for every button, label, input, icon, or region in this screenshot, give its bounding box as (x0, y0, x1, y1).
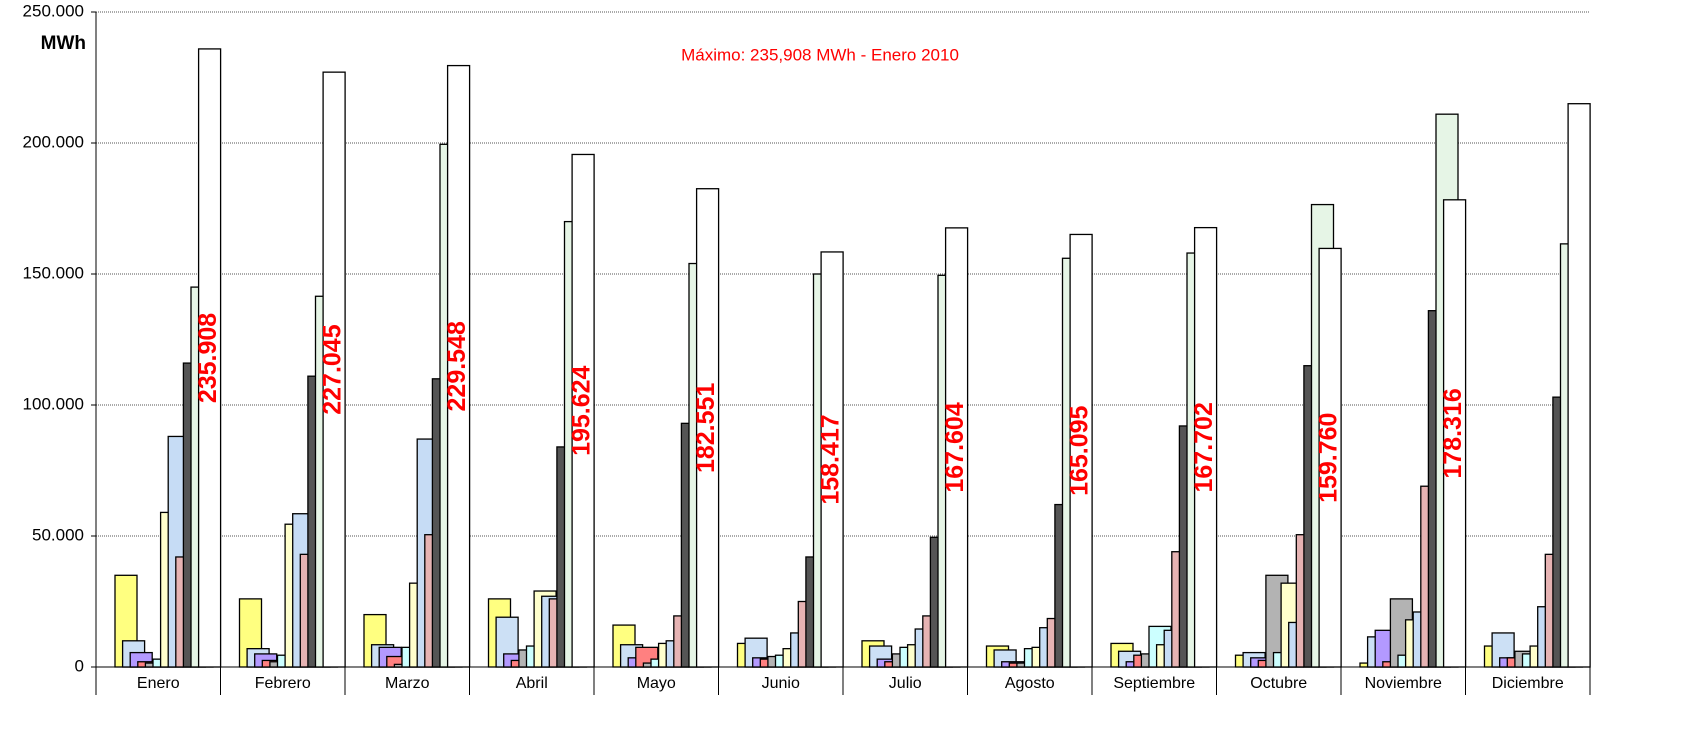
data-label: 229.548 (443, 321, 471, 411)
bar (820, 251, 844, 668)
x-tick-label: Julio (889, 675, 922, 692)
x-tick-label: Agosto (1005, 675, 1055, 692)
x-tick-label: Enero (137, 675, 180, 692)
annotation: Máximo: 235,908 MWh - Enero 2010 (681, 45, 959, 64)
bar (197, 48, 222, 668)
bar (1567, 103, 1591, 668)
y-tick-label: 250.000 (23, 1, 84, 20)
data-label: 235.908 (194, 313, 222, 403)
x-tick-label: Octubre (1250, 675, 1307, 692)
x-tick-label: Abril (516, 675, 548, 692)
data-label: 158.417 (817, 414, 845, 504)
x-tick-label: Mayo (637, 675, 676, 692)
data-label: 159.760 (1315, 413, 1343, 503)
data-label: 167.604 (941, 402, 969, 492)
bar (446, 64, 471, 668)
y-tick-label: 0 (75, 656, 84, 675)
bar (1318, 247, 1342, 668)
bar (571, 153, 595, 668)
data-label: 227.045 (319, 324, 347, 414)
y-tick-label: 200.000 (23, 132, 84, 151)
x-tick-label: Septiembre (1113, 675, 1195, 692)
y-tick-label: 150.000 (23, 263, 84, 282)
data-label: 195.624 (568, 365, 596, 455)
data-label: 167.702 (1190, 402, 1218, 492)
x-tick-label: Marzo (385, 675, 430, 692)
x-tick-label: Febrero (255, 675, 311, 692)
bar (1442, 199, 1467, 668)
data-label: 182.551 (692, 383, 720, 473)
bar (944, 227, 969, 668)
bar (322, 71, 346, 668)
bar (1193, 226, 1218, 668)
x-tick-label: Junio (762, 675, 800, 692)
y-axis-label: MWh (41, 33, 86, 54)
data-label: 165.095 (1066, 405, 1094, 495)
x-tick-label: Diciembre (1492, 675, 1564, 692)
bar (1069, 233, 1093, 668)
y-tick-label: 50.000 (32, 525, 84, 544)
x-tick-label: Noviembre (1365, 675, 1442, 692)
data-label: 178.316 (1439, 388, 1467, 478)
bar (695, 188, 720, 668)
y-tick-label: 100.000 (23, 394, 84, 413)
